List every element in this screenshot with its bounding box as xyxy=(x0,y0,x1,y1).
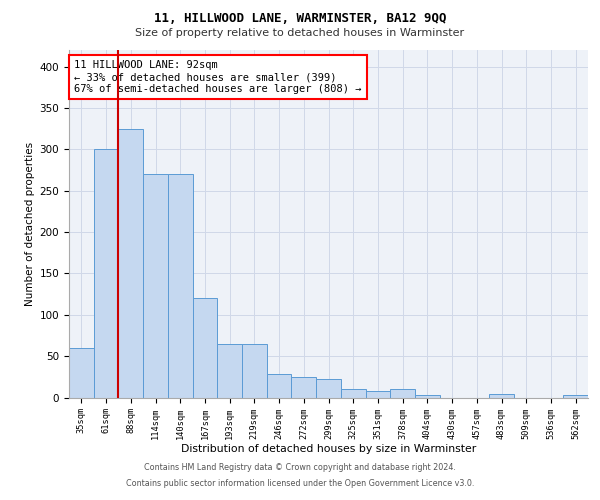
Text: 11, HILLWOOD LANE, WARMINSTER, BA12 9QQ: 11, HILLWOOD LANE, WARMINSTER, BA12 9QQ xyxy=(154,12,446,26)
Bar xyxy=(143,174,168,398)
Bar xyxy=(415,395,440,398)
Bar xyxy=(118,128,143,398)
Text: Size of property relative to detached houses in Warminster: Size of property relative to detached ho… xyxy=(136,28,464,38)
Bar xyxy=(563,395,588,398)
Bar xyxy=(267,374,292,398)
Text: Contains HM Land Registry data © Crown copyright and database right 2024.: Contains HM Land Registry data © Crown c… xyxy=(144,464,456,472)
Bar xyxy=(168,174,193,398)
Y-axis label: Number of detached properties: Number of detached properties xyxy=(25,142,35,306)
Bar xyxy=(316,380,341,398)
Bar xyxy=(94,150,118,398)
Text: 11 HILLWOOD LANE: 92sqm
← 33% of detached houses are smaller (399)
67% of semi-d: 11 HILLWOOD LANE: 92sqm ← 33% of detache… xyxy=(74,60,362,94)
Bar xyxy=(292,377,316,398)
X-axis label: Distribution of detached houses by size in Warminster: Distribution of detached houses by size … xyxy=(181,444,476,454)
Bar xyxy=(69,348,94,398)
Bar xyxy=(390,389,415,398)
Bar xyxy=(217,344,242,398)
Bar xyxy=(341,389,365,398)
Bar xyxy=(489,394,514,398)
Bar xyxy=(193,298,217,398)
Bar xyxy=(365,391,390,398)
Bar xyxy=(242,344,267,398)
Text: Contains public sector information licensed under the Open Government Licence v3: Contains public sector information licen… xyxy=(126,478,474,488)
